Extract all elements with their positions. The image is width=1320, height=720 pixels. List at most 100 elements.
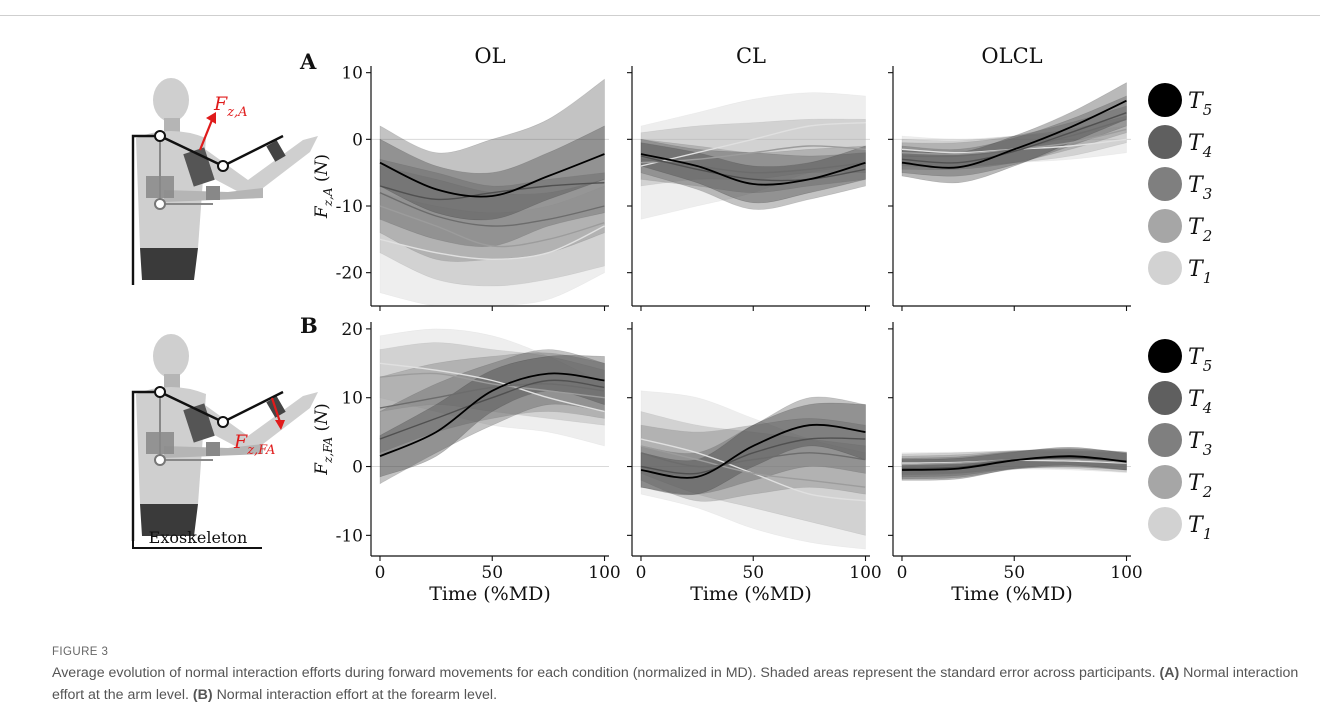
legend-swatch-t3 bbox=[1148, 423, 1182, 457]
series-line-t3 bbox=[640, 158, 866, 174]
legend-label-t2-sub: 2 bbox=[1202, 483, 1213, 501]
panel-a-olcl: OLCL bbox=[888, 44, 1131, 311]
legend-label-t3-sub: 3 bbox=[1203, 441, 1213, 459]
force-arrowhead-forearm bbox=[275, 420, 285, 430]
x-axis-label: Time (%MD) bbox=[690, 583, 812, 605]
x-tick-label: 100 bbox=[588, 563, 620, 583]
band-t1 bbox=[640, 390, 866, 550]
y-axis-label-unit: ( bbox=[312, 175, 332, 187]
force-arrow-forearm bbox=[270, 397, 282, 423]
bands bbox=[379, 78, 605, 306]
y-axis-label-unit: ( bbox=[312, 425, 332, 437]
x-tick-label: 0 bbox=[897, 563, 908, 583]
panel-a-ol: 10 0 -10 -20 OL Fz,A (N) bbox=[312, 44, 609, 311]
series-line-t3 bbox=[379, 383, 605, 409]
series-line-t2 bbox=[640, 445, 866, 488]
panel-a-cl: CL bbox=[627, 44, 870, 311]
band-t5 bbox=[379, 125, 605, 221]
y-axis-label-sub: z,A bbox=[321, 187, 335, 207]
panel-labels: AB bbox=[299, 49, 318, 338]
caption-b-text: Normal interaction effort at the forearm… bbox=[216, 687, 498, 703]
series-line-t5 bbox=[901, 99, 1127, 169]
figure-caption: FIGURE 3 Average evolution of normal int… bbox=[52, 646, 1317, 706]
series-line-t1 bbox=[379, 225, 605, 261]
legend-label-t1-main: T bbox=[1188, 513, 1205, 538]
y-axis-label-sub: z,FA bbox=[321, 437, 335, 464]
arm-illustration: Fz,A bbox=[131, 78, 318, 285]
legend-label-t1-sub: 1 bbox=[1203, 525, 1213, 543]
bands bbox=[640, 390, 866, 550]
legend-label-t4-main: T bbox=[1188, 387, 1205, 412]
legend-swatch-t1 bbox=[1148, 507, 1182, 541]
neck-shape bbox=[164, 374, 180, 390]
caption-label: FIGURE 3 bbox=[52, 646, 109, 658]
y-axis-label-unit-close: ) bbox=[312, 403, 332, 410]
forearm-illustration: Fz,FA Exoskeleton bbox=[131, 334, 318, 549]
exoskeleton-label: Exoskeleton bbox=[149, 528, 248, 547]
legend-label-t4: T4 bbox=[1188, 387, 1212, 417]
caption-a-text: Normal interaction effort at the arm lev… bbox=[52, 665, 1299, 703]
x-axis-label: Time (%MD) bbox=[951, 583, 1073, 605]
series-line-t2 bbox=[640, 145, 866, 164]
legend-label-t2: T2 bbox=[1188, 471, 1212, 501]
caption-body: Average evolution of normal interaction … bbox=[52, 665, 1156, 681]
legend-label-t4-main: T bbox=[1188, 131, 1205, 156]
y-axis-label: Fz,A (N) bbox=[312, 154, 335, 219]
legend-swatch-t3 bbox=[1148, 167, 1182, 201]
y-axis-label-unit-n: N bbox=[312, 409, 332, 426]
x-tick-label: 100 bbox=[849, 563, 881, 583]
x-tick-label: 0 bbox=[375, 563, 386, 583]
neck-shape bbox=[164, 118, 180, 134]
force-label-forearm-main: F bbox=[233, 431, 248, 453]
legend-label-t1: T1 bbox=[1188, 513, 1212, 543]
legend-label-t4-sub: 4 bbox=[1202, 143, 1213, 161]
series-line-t3 bbox=[640, 452, 866, 468]
legend-swatch-t2 bbox=[1148, 465, 1182, 499]
series-line-t4 bbox=[379, 379, 605, 440]
legend-label-t5-main: T bbox=[1188, 89, 1205, 114]
series-line-t5 bbox=[901, 455, 1127, 471]
y-axis-label-main: F bbox=[312, 205, 332, 219]
legend-label-t5-main: T bbox=[1188, 345, 1205, 370]
series-line-t4 bbox=[640, 437, 866, 475]
x-tick-label: 50 bbox=[1003, 563, 1025, 583]
x-tick-label: 50 bbox=[481, 563, 503, 583]
lower-joint bbox=[154, 198, 166, 210]
series-line-t4 bbox=[901, 112, 1127, 164]
y-tick-label: 0 bbox=[352, 130, 363, 150]
force-label-forearm: Fz,FA bbox=[233, 431, 275, 458]
legend-label-t1-main: T bbox=[1188, 257, 1205, 282]
raised-arm-shape bbox=[190, 392, 318, 454]
force-arrowhead-arm bbox=[206, 112, 216, 124]
lower-arm-pad bbox=[206, 442, 220, 456]
legend-label-t5-sub: 5 bbox=[1203, 101, 1213, 119]
y-tick-label: -10 bbox=[336, 197, 363, 217]
force-label-arm: Fz,A bbox=[213, 93, 248, 120]
panel-label-b: B bbox=[300, 313, 318, 338]
y-tick-label: -10 bbox=[336, 526, 363, 546]
x-axis-label: Time (%MD) bbox=[429, 583, 551, 605]
panel-b-cl: 0 50 100 Time (%MD) bbox=[627, 322, 882, 605]
series-line-t1 bbox=[640, 122, 866, 167]
legend-label-t1: T1 bbox=[1188, 257, 1212, 287]
band-t4 bbox=[640, 138, 866, 210]
force-label-forearm-sub: z,FA bbox=[246, 443, 275, 458]
legend-label-t4: T4 bbox=[1188, 131, 1212, 161]
y-axis-label-main: F bbox=[312, 462, 332, 476]
bands bbox=[901, 82, 1127, 184]
elbow-joint bbox=[217, 160, 229, 172]
panel-label-a: A bbox=[299, 49, 317, 74]
raised-arm-shape bbox=[190, 136, 318, 198]
band-t4 bbox=[379, 78, 605, 247]
y-axis-label: Fz,FA (N) bbox=[312, 403, 335, 475]
bands bbox=[379, 328, 605, 485]
shoulder-joint bbox=[154, 130, 166, 142]
elbow-joint bbox=[217, 416, 229, 428]
legend-swatch-t4 bbox=[1148, 381, 1182, 415]
series-line-t4 bbox=[379, 182, 605, 201]
series-line-t2 bbox=[379, 205, 605, 248]
y-tick-label: 0 bbox=[352, 458, 363, 478]
shoulder-joint bbox=[154, 386, 166, 398]
